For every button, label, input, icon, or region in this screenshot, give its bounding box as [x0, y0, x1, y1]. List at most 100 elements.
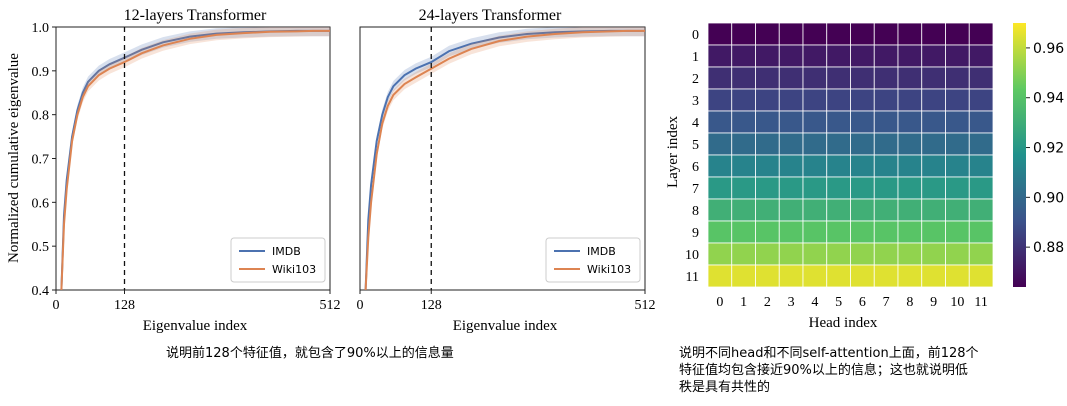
heatmap-cell: [731, 44, 756, 68]
heatmap-cell: [755, 264, 780, 288]
heatmap-cell: [731, 22, 756, 46]
heatmap-xtick-label: 3: [788, 295, 795, 310]
chart-12-xtick-label: 512: [320, 298, 341, 313]
heatmap-cell: [755, 132, 780, 156]
heatmap-xtick-label: 4: [811, 295, 818, 310]
heatmap-cell: [707, 110, 733, 134]
heatmap-cell: [707, 154, 733, 178]
heatmap-cell: [945, 66, 970, 90]
heatmap-cell: [802, 264, 828, 288]
heatmap-cell: [802, 220, 828, 244]
heatmap-cell: [731, 110, 756, 134]
heatmap-cell: [968, 132, 994, 156]
heatmap-cell: [826, 176, 851, 200]
heatmap-cell: [731, 88, 756, 112]
colorbar-tick-label: 0.88: [1033, 240, 1064, 256]
heatmap-cell: [802, 66, 828, 90]
heatmap-cell: [778, 220, 804, 244]
heatmap-cell: [802, 110, 828, 134]
heatmap-cell: [945, 110, 970, 134]
heatmap-cell: [778, 22, 804, 46]
heatmap-cell: [802, 154, 828, 178]
heatmap-cell: [755, 176, 780, 200]
heatmap-cell: [850, 154, 875, 178]
heatmap-ytick-label: 3: [692, 94, 699, 109]
chart-24-legend-box: [545, 237, 641, 283]
heatmap-cell: [968, 264, 994, 288]
heatmap-xtick-label: 1: [740, 295, 747, 310]
heatmap-cell: [778, 198, 804, 222]
heatmap-xtick-label: 2: [764, 295, 771, 310]
heatmap-cell: [802, 88, 828, 112]
heatmap-xtick-label: 7: [883, 295, 890, 310]
heatmap-ytick-label: 2: [692, 72, 699, 87]
heatmap-xtick-label: 8: [906, 295, 913, 310]
heatmap-cell: [921, 88, 946, 112]
heatmap-cell: [731, 176, 756, 200]
heatmap-cell: [707, 44, 733, 68]
heatmap-cell: [897, 176, 923, 200]
heatmap-ytick-label: 5: [692, 138, 699, 153]
heatmap-ylabel: Layer index: [665, 115, 681, 188]
heatmap-cell: [897, 242, 923, 266]
chart-12-ytick-label: 0.8: [32, 109, 50, 124]
heatmap-cell: [826, 66, 851, 90]
heatmap-cell: [755, 22, 780, 46]
caption-right: 说明不同head和不同self-attention上面，前128个 特征值均包含…: [679, 345, 979, 396]
heatmap-xlabel: Head index: [809, 315, 878, 331]
chart-12-ytick-label: 1.0: [32, 21, 50, 36]
heatmap-cell: [731, 132, 756, 156]
heatmap-cell: [778, 242, 804, 266]
heatmap-ytick-label: 7: [692, 182, 699, 197]
heatmap-cell: [921, 22, 946, 46]
heatmap-cell: [755, 242, 780, 266]
heatmap-cell: [921, 110, 946, 134]
heatmap-cell: [755, 154, 780, 178]
heatmap-cell: [945, 176, 970, 200]
heatmap-cell: [755, 44, 780, 68]
heatmap-cell: [873, 198, 899, 222]
heatmap-cell: [873, 264, 899, 288]
heatmap-cell: [778, 264, 804, 288]
heatmap-cell: [755, 110, 780, 134]
chart-12-legend-box: [230, 237, 326, 283]
heatmap-cell: [968, 22, 994, 46]
heatmap-cell: [968, 198, 994, 222]
chart-24-series-wiki103: [364, 29, 645, 291]
heatmap-cell: [850, 88, 875, 112]
heatmap-cell: [921, 44, 946, 68]
heatmap-cell: [850, 220, 875, 244]
heatmap-cell: [778, 154, 804, 178]
heatmap-cell: [945, 22, 970, 46]
heatmap-ytick-label: 0: [692, 28, 699, 43]
heatmap-cell: [826, 242, 851, 266]
heatmap-cell: [897, 132, 923, 156]
heatmap-cell: [755, 220, 780, 244]
heatmap-xtick-label: 5: [835, 295, 842, 310]
heatmap-cell: [945, 154, 970, 178]
colorbar-tick-label: 0.96: [1033, 41, 1064, 57]
heatmap-ytick-label: 10: [685, 248, 699, 263]
heatmap-cell: [826, 154, 851, 178]
heatmap-cell: [707, 220, 733, 244]
heatmap-cell: [921, 154, 946, 178]
heatmap-cell: [850, 66, 875, 90]
heatmap-cell: [873, 132, 899, 156]
heatmap-cell: [707, 176, 733, 200]
heatmap-cell: [968, 176, 994, 200]
heatmap-xtick-label: 6: [859, 295, 866, 310]
heatmap-ytick-label: 1: [692, 50, 699, 65]
colorbar-tick-label: 0.90: [1033, 190, 1064, 206]
heatmap-cell: [802, 242, 828, 266]
heatmap-cell: [921, 220, 946, 244]
heatmap-cell: [826, 22, 851, 46]
heatmap-cell: [707, 132, 733, 156]
chart-24-title: 24-layers Transformer: [419, 7, 562, 24]
heatmap-cell: [850, 242, 875, 266]
heatmap-cell: [897, 44, 923, 68]
heatmap-ytick-label: 8: [692, 204, 699, 219]
chart-12-ytick-label: 0.4: [32, 284, 50, 299]
heatmap-cell: [921, 132, 946, 156]
heatmap-cell: [921, 264, 946, 288]
heatmap-cell: [826, 220, 851, 244]
